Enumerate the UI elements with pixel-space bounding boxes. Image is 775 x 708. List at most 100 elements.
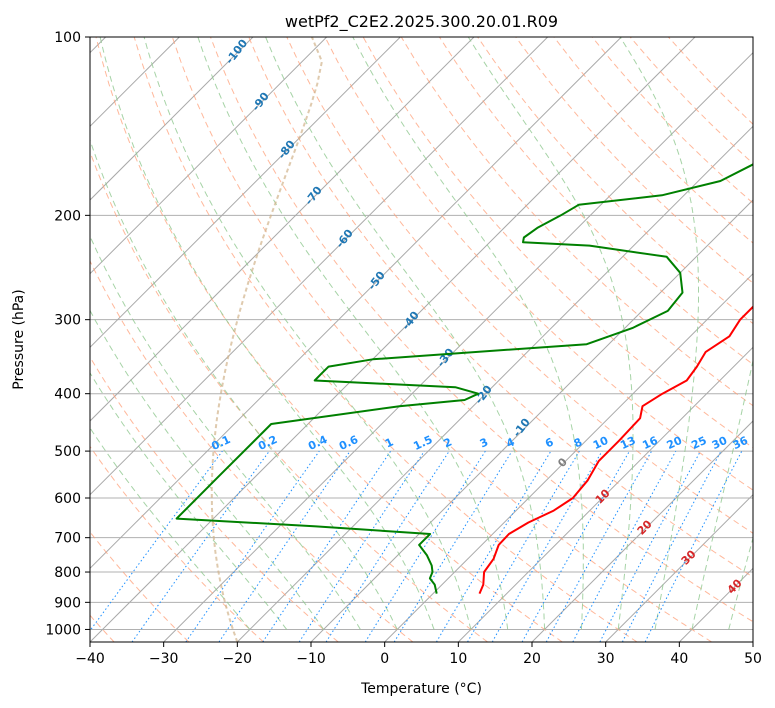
dry-adiabat	[171, 37, 712, 642]
mixing-ratio-line	[393, 450, 513, 642]
moist-adiabat	[99, 37, 435, 630]
x-tick-label: 10	[449, 651, 467, 667]
dry-adiabat	[133, 37, 638, 642]
isotherm-label: -100	[223, 37, 250, 67]
mixing-ratio-label: 1.5	[411, 433, 434, 453]
isotherm-label: 0	[555, 455, 570, 470]
y-tick-label: 200	[54, 208, 81, 224]
x-tick-label: 0	[380, 651, 389, 667]
y-tick-label: 400	[54, 387, 81, 403]
x-axis-label: Temperature (°C)	[360, 681, 482, 697]
x-tick-label: 30	[597, 651, 615, 667]
y-tick-label: 1000	[45, 622, 81, 638]
mixing-ratio-line	[521, 450, 630, 642]
mixing-ratio-label: 16	[640, 434, 660, 452]
y-tick-label: 600	[54, 491, 81, 507]
isotherm-line	[90, 37, 622, 570]
dry-adiabat	[248, 37, 753, 578]
mixing-ratio-line	[131, 450, 270, 642]
dewpoint-profile	[175, 163, 753, 594]
y-tick-label: 800	[54, 565, 81, 581]
mixing-ratio-line	[599, 450, 701, 642]
dry-adiabat	[95, 37, 563, 642]
isotherm-line	[605, 493, 753, 642]
moist-adiabat	[691, 358, 753, 630]
y-tick-label: 100	[54, 30, 81, 46]
mixing-ratio-line	[364, 450, 486, 642]
isotherm-label: -10	[510, 416, 533, 440]
moist-adiabat	[467, 37, 634, 630]
x-tick-label: 50	[744, 651, 762, 667]
mixing-ratio-line	[325, 450, 450, 642]
y-axis-label: Pressure (hPa)	[11, 289, 27, 389]
mixing-ratio-label: 30	[710, 434, 730, 452]
x-tick-label: −10	[296, 651, 326, 667]
dry-adiabat	[591, 37, 753, 204]
moist-adiabat	[90, 309, 324, 630]
mixing-ratio-label: 36	[731, 434, 751, 452]
moist-adiabat	[90, 371, 288, 630]
mixing-ratio-label: 3	[478, 435, 490, 450]
dry-adiabat	[90, 445, 264, 642]
ice-line	[210, 37, 323, 642]
mixing-ratio-label: 6	[543, 435, 556, 450]
isotherm-line	[90, 37, 549, 496]
isotherm-line	[678, 567, 753, 642]
isotherm-line	[457, 346, 753, 642]
isotherm-label: -90	[249, 90, 272, 114]
isotherm-label: 30	[679, 547, 699, 567]
mixing-ratio-line	[90, 450, 223, 632]
mixing-ratio-line	[435, 450, 552, 642]
isotherm-line	[90, 37, 254, 201]
y-tick-label: 500	[54, 444, 81, 460]
mixing-ratio-line	[185, 450, 320, 642]
mixing-ratio-label: 1	[383, 435, 395, 450]
moist-adiabat	[265, 37, 546, 630]
moist-adiabat	[143, 37, 472, 630]
isotherm-line	[90, 37, 696, 642]
isotherm-label: -60	[333, 227, 356, 251]
isotherm-line	[384, 272, 753, 642]
x-tick-label: −40	[75, 651, 105, 667]
mixing-ratio-label: 25	[689, 434, 708, 452]
isotherm-label: 20	[635, 517, 655, 537]
mixing-ratio-line	[545, 450, 653, 642]
moist-adiabat	[766, 37, 775, 629]
mixing-ratio-label: 8	[572, 435, 584, 450]
x-tick-label: 40	[670, 651, 688, 667]
dry-adiabat	[324, 37, 753, 491]
axes: −40 −30 −20 −10 0 10 20 30 40 5010020030040050060…	[45, 30, 762, 667]
y-tick-label: 900	[54, 595, 81, 611]
mixing-ratio-line	[572, 450, 677, 642]
mixing-ratio-label: 0.6	[337, 433, 360, 453]
isotherm-label: -30	[434, 346, 457, 370]
isotherm-line	[163, 51, 753, 642]
y-tick-label: 700	[54, 531, 81, 547]
moist-adiabat	[90, 235, 361, 630]
isotherm-line	[531, 420, 753, 642]
moist-adiabat	[90, 138, 398, 630]
isotherm-line	[90, 37, 328, 275]
dry-adiabat	[210, 37, 753, 623]
dry-adiabat	[515, 37, 753, 284]
isotherm-label: -70	[302, 184, 325, 208]
x-tick-label: −20	[223, 651, 253, 667]
y-tick-label: 300	[54, 313, 81, 329]
isotherm-line	[90, 37, 401, 349]
mixing-ratio-line	[218, 450, 351, 642]
mixing-ratio-label: 0.4	[306, 433, 329, 453]
moist-adiabat	[619, 37, 699, 630]
dry-adiabat	[90, 531, 190, 642]
isotherm-line	[752, 641, 753, 642]
plot-frame	[89, 36, 754, 643]
isotherm-line	[236, 125, 753, 642]
moist-adiabat	[728, 536, 753, 630]
mixing-ratio-line	[644, 450, 743, 642]
moist-adiabat	[197, 37, 509, 630]
isotherm-line	[90, 37, 475, 422]
dry-adiabat	[668, 37, 753, 125]
mixing-ratio-label: 10	[591, 434, 611, 452]
mixing-ratio-line	[298, 450, 425, 642]
dry-adiabat	[90, 356, 339, 642]
